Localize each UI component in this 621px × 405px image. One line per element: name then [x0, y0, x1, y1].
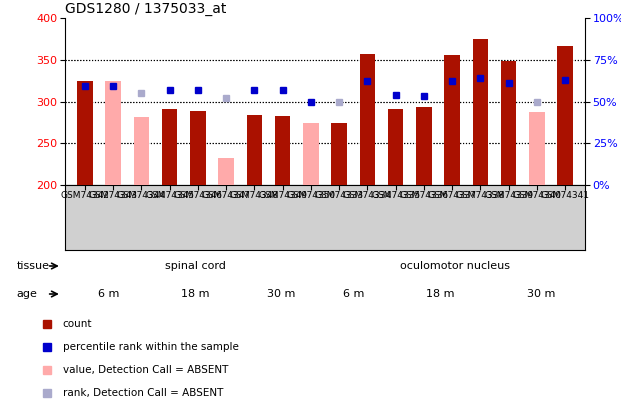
Text: percentile rank within the sample: percentile rank within the sample	[63, 342, 238, 352]
Bar	[77, 81, 93, 185]
Bar	[134, 117, 149, 185]
Text: GDS1280 / 1375033_at: GDS1280 / 1375033_at	[65, 2, 227, 15]
Bar	[162, 109, 178, 185]
Bar	[65, 185, 585, 250]
Text: 6 m: 6 m	[343, 289, 365, 299]
Bar	[501, 61, 517, 185]
Text: oculomotor nucleus: oculomotor nucleus	[400, 261, 510, 271]
Text: 6 m: 6 m	[97, 289, 119, 299]
Bar	[275, 116, 291, 185]
Text: value, Detection Call = ABSENT: value, Detection Call = ABSENT	[63, 365, 228, 375]
Bar	[529, 112, 545, 185]
Text: 30 m: 30 m	[268, 289, 296, 299]
Text: tissue: tissue	[16, 261, 49, 271]
Bar	[388, 109, 404, 185]
Bar	[416, 107, 432, 185]
Bar	[219, 158, 234, 185]
Bar	[303, 123, 319, 185]
Text: count: count	[63, 319, 93, 328]
Bar	[360, 54, 375, 185]
Bar	[247, 115, 262, 185]
Text: rank, Detection Call = ABSENT: rank, Detection Call = ABSENT	[63, 388, 223, 399]
Text: spinal cord: spinal cord	[165, 261, 225, 271]
Bar	[190, 111, 206, 185]
Bar	[445, 55, 460, 185]
Text: 18 m: 18 m	[426, 289, 455, 299]
Text: age: age	[16, 289, 37, 299]
Bar	[473, 39, 488, 185]
Text: 30 m: 30 m	[527, 289, 556, 299]
Bar	[332, 123, 347, 185]
Bar	[65, 185, 585, 405]
Bar	[558, 47, 573, 185]
Text: 18 m: 18 m	[181, 289, 209, 299]
Bar	[106, 81, 121, 185]
